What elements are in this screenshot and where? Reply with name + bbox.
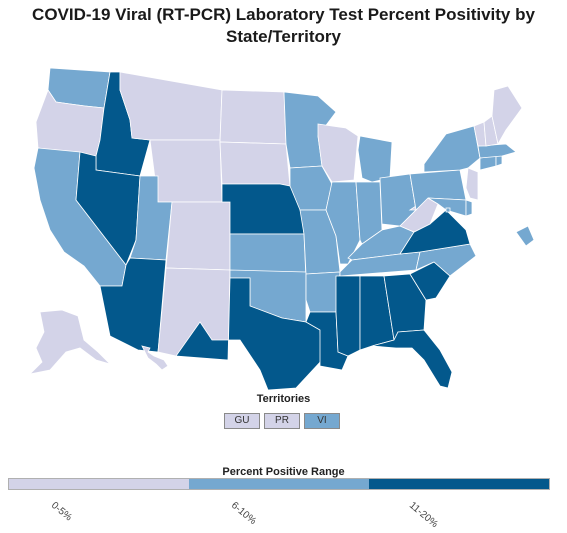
state-mi[interactable]	[357, 135, 393, 183]
state-de[interactable]	[465, 199, 473, 217]
territory-marker-east	[515, 225, 535, 247]
state-ny[interactable]	[423, 125, 481, 173]
legend-title: Percent Positive Range	[222, 466, 345, 478]
us-map	[0, 60, 567, 390]
state-ms[interactable]	[335, 275, 361, 357]
state-hi[interactable]	[141, 345, 169, 371]
state-nj[interactable]	[465, 167, 479, 201]
state-mt[interactable]	[119, 71, 223, 141]
territory-vi[interactable]: VI	[304, 413, 340, 429]
map-title: COVID-19 Viral (RT-PCR) Laboratory Test …	[32, 5, 535, 46]
us-map-svg	[28, 67, 535, 390]
legend-segment-high	[369, 479, 549, 489]
state-md[interactable]	[427, 197, 467, 217]
territory-pr[interactable]: PR	[264, 413, 300, 429]
state-ar[interactable]	[305, 271, 341, 313]
legend-label-mid: 6-10%	[228, 500, 259, 528]
state-wy[interactable]	[149, 139, 223, 203]
territory-gu[interactable]: GU	[224, 413, 260, 429]
state-ma[interactable]	[477, 143, 517, 159]
territories-title: Territories	[256, 393, 311, 405]
state-wi[interactable]	[317, 123, 359, 183]
legend-segment-mid	[189, 479, 370, 489]
state-fl[interactable]	[371, 329, 453, 389]
state-dc[interactable]	[445, 207, 451, 213]
state-az[interactable]	[99, 257, 167, 353]
legend-segment-low	[9, 479, 190, 489]
legend-label-high: 11-20%	[406, 500, 440, 531]
state-ne[interactable]	[221, 183, 305, 235]
legend-bar	[8, 478, 550, 490]
state-sd[interactable]	[219, 141, 291, 187]
state-me[interactable]	[491, 85, 523, 146]
state-ak[interactable]	[28, 309, 112, 375]
territories-legend: GU PR VI	[224, 413, 340, 429]
state-ri[interactable]	[495, 155, 503, 167]
legend-label-low: 0-5%	[48, 500, 74, 524]
state-co[interactable]	[165, 201, 231, 271]
state-nd[interactable]	[219, 89, 287, 145]
state-tx[interactable]	[175, 277, 323, 390]
